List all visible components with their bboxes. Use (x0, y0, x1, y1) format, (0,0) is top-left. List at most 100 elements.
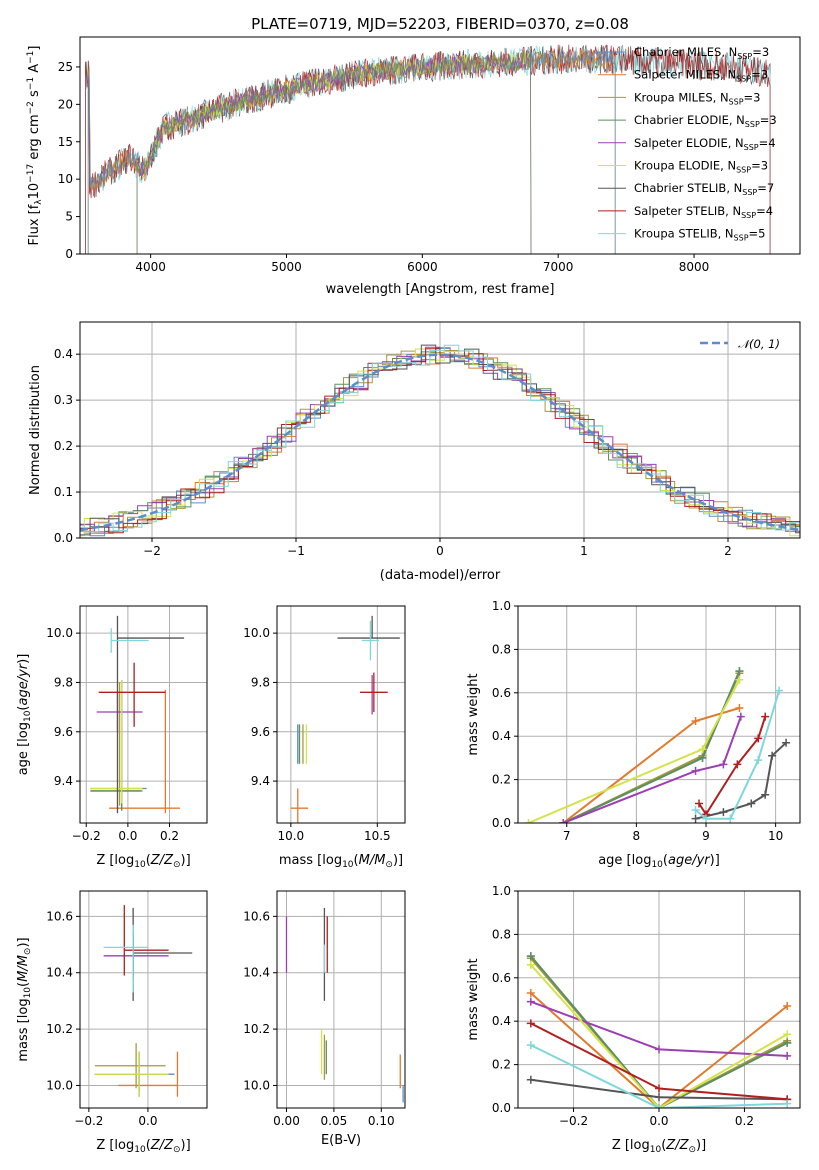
y-tick-label: 10.4 (243, 966, 270, 980)
y-tick-label: 10.2 (46, 1022, 73, 1036)
y-axis-label: age [log10(age/yr)] (16, 654, 33, 776)
data-point-marker (783, 1051, 792, 1060)
series-line (562, 672, 741, 823)
data-point-marker (526, 1041, 535, 1050)
y-tick-label: 0.0 (492, 816, 511, 830)
legend-label: Kroupa ELODIE, NSSP=3 (634, 159, 768, 175)
axes-frame (79, 890, 208, 1109)
data-point-marker (754, 756, 763, 765)
y-tick-label: 9.6 (54, 725, 73, 739)
series-line (528, 679, 741, 823)
y-tick-label: 10.2 (243, 1022, 270, 1036)
y-tick-label: 9.8 (54, 675, 73, 689)
x-axis-label: Z [log10(Z/Z⊙)] (96, 1138, 190, 1155)
data-point-marker (526, 952, 535, 961)
y-axis-label: mass weight (466, 958, 481, 1040)
y-tick-label: 9.4 (54, 774, 73, 788)
spectrum-series-line (87, 51, 616, 254)
data-point-marker (698, 753, 707, 762)
x-tick-label: −1 (287, 544, 305, 558)
residuals-axes: −2 −1 0 1 2 0.0 0.1 0.2 0.3 0.4 (54, 322, 800, 558)
data-point-marker (655, 1104, 663, 1108)
series-line (695, 741, 787, 820)
mass_vs_ebv-errorbars (285, 907, 404, 1103)
series-line (562, 670, 741, 823)
mass_vs_Z-errorbars (94, 905, 193, 1097)
y-tick-label: 0.6 (492, 971, 511, 985)
mass_vs_Z-axes: −0.2 0.0 10.0 10.2 10.4 10.6 (46, 891, 207, 1128)
data-point-marker (735, 703, 744, 712)
legend-label: Salpeter MILES, NSSP=3 (634, 68, 768, 84)
data-point-marker (655, 1045, 663, 1054)
x-tick-label: 7000 (543, 260, 574, 274)
x-tick-label: 9 (702, 829, 710, 843)
legend-label: Chabrier ELODIE, NSSP=3 (634, 113, 777, 129)
series-line (562, 707, 740, 823)
x-tick-label: −0.2 (74, 1114, 103, 1128)
age_vs_mass-axes: 10.0 10.5 9.4 9.6 9.8 10.0 (243, 606, 405, 843)
data-point-marker (698, 745, 707, 754)
data-point-marker (761, 790, 770, 799)
x-tick-label: 0.0 (649, 1114, 668, 1128)
y-tick-label: 0.8 (492, 927, 511, 941)
y-tick-label: 9.8 (251, 675, 270, 689)
legend-label: Chabrier STELIB, NSSP=7 (634, 181, 774, 197)
data-point-marker (775, 686, 784, 695)
data-point-marker (735, 675, 744, 684)
y-tick-label: 0.0 (54, 531, 73, 545)
legend-label: 𝒩(0, 1) (738, 337, 780, 351)
y-tick-label: 25 (58, 60, 73, 74)
normal-reference-curve (80, 353, 800, 532)
data-point-marker (702, 814, 710, 823)
data-point-marker (754, 734, 763, 743)
y-tick-label: 10.4 (46, 966, 73, 980)
y-tick-label: 0.2 (492, 1058, 511, 1072)
data-point-marker (783, 1099, 792, 1108)
data-point-marker (559, 819, 568, 823)
data-point-marker (761, 712, 770, 721)
data-point-marker (526, 988, 535, 997)
data-point-marker (733, 760, 742, 769)
data-point-marker (695, 799, 704, 808)
y-tick-label: 15 (58, 135, 73, 149)
y-tick-label: 10.0 (243, 626, 270, 640)
series-line (530, 1044, 788, 1108)
y-tick-label: 0.6 (492, 686, 511, 700)
series-line (562, 670, 741, 823)
x-tick-label: 0.00 (273, 1114, 300, 1128)
y-tick-label: 20 (58, 97, 73, 111)
data-point-marker (526, 997, 535, 1006)
data-point-marker (655, 1084, 663, 1093)
axes-frame (276, 605, 406, 824)
y-tick-label: 0.8 (492, 642, 511, 656)
spectrum-series-line (136, 52, 532, 254)
x-tick-label: 10.5 (364, 829, 391, 843)
data-point-marker (719, 808, 728, 817)
x-tick-label: 10 (768, 829, 783, 843)
y-tick-label: 5 (65, 210, 73, 224)
y-tick-label: 0.4 (54, 347, 73, 361)
y-tick-label: 0 (65, 247, 73, 261)
series-line (694, 690, 781, 820)
spectrum-axes: 4000 5000 6000 7000 8000 0 5 10 15 20 25 (58, 60, 710, 274)
x-tick-label: 4000 (135, 260, 166, 274)
axes-frame (276, 890, 406, 1109)
y-tick-label: 9.4 (251, 774, 270, 788)
data-point-marker (747, 799, 756, 808)
x-tick-label: −2 (143, 544, 161, 558)
data-point-marker (783, 1038, 792, 1047)
x-tick-label: 10.0 (277, 829, 304, 843)
y-tick-label: 10.0 (243, 1078, 270, 1092)
histogram-step-line (80, 348, 800, 537)
y-tick-label: 0.4 (492, 1014, 511, 1028)
y-tick-label: 10 (58, 172, 73, 186)
spectrum-lines (85, 44, 771, 254)
x-tick-label: 0.2 (160, 829, 179, 843)
data-point-marker (783, 1030, 792, 1039)
data-point-marker (691, 805, 700, 814)
legend-label: Salpeter STELIB, NSSP=4 (634, 204, 773, 220)
x-tick-label: 0.0 (138, 1114, 157, 1128)
y-axis-label: mass [log10(M/M⊙)] (16, 937, 33, 1061)
data-point-marker (691, 717, 700, 726)
y-tick-label: 1.0 (492, 884, 511, 898)
